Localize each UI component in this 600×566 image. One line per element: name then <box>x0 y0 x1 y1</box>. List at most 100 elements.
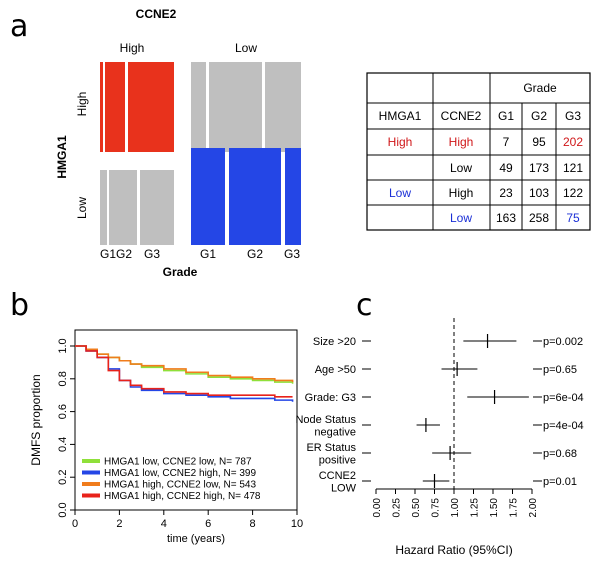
mosaic-tile-high-low-g3 <box>265 62 301 152</box>
mosaic-grade-tick-g2-a: G2 <box>116 247 132 261</box>
table-cell-g2: 173 <box>529 161 549 175</box>
forest-x-tick-label: 0.75 <box>431 498 442 518</box>
forest-x-tick-label: 0.00 <box>372 498 383 518</box>
forest-x-tick-label: 1.25 <box>470 498 481 518</box>
forest-x-tick-label: 1.00 <box>450 498 461 518</box>
mosaic-tile-low-high-g3 <box>140 170 174 245</box>
km-legend-entry: HMGA1 low, CCNE2 low, N= 787 <box>104 457 252 468</box>
table-cell-g3: 75 <box>566 211 580 225</box>
table-cell-g3: 202 <box>563 135 583 149</box>
forest-row-label: LOW <box>331 482 357 494</box>
forest-row: Size >20 p=0.002 <box>313 334 583 348</box>
forest-rows: Size >20 p=0.002 Age >50 p=0.65 Grade: G3 p=6… <box>295 334 584 495</box>
table-header-g1: G1 <box>498 109 514 123</box>
forest-row-label: Grade: G3 <box>305 392 356 404</box>
grade-table: Grade HMGA1 CCNE2 G1 G2 G3 High High 7 9… <box>366 72 591 231</box>
km-x-tick-label: 2 <box>116 518 122 530</box>
forest-p-value: p=0.65 <box>543 364 577 376</box>
mosaic-tile-low-low-g1 <box>191 148 225 245</box>
mosaic-plot: CCNE2 High Low HMGA1 High Low G1 G2 G3 G… <box>55 7 301 279</box>
table-cell-ccne2: Low <box>450 161 472 175</box>
km-axes: 0 2 4 6 8 10 0.0 0.2 0.4 0.6 0.8 1.0 <box>57 338 303 530</box>
mosaic-grade-tick-g3-b: G3 <box>284 247 300 261</box>
mosaic-tile-high-high-g3 <box>128 62 174 152</box>
forest-row: Grade: G3 p=6e-04 <box>305 390 584 404</box>
table-cell-ccne2: High <box>449 186 474 200</box>
forest-x-tick-label: 2.00 <box>528 498 539 518</box>
panel-label-b: b <box>10 288 29 323</box>
panel-label-a: a <box>10 9 28 44</box>
table-cell-ccne2: Low <box>450 211 472 225</box>
forest-row-label: positive <box>319 454 356 466</box>
mosaic-tile-low-low-g2 <box>229 148 281 245</box>
forest-p-value: p=0.002 <box>543 336 583 348</box>
forest-p-value: p=4e-04 <box>543 420 584 432</box>
km-y-tick-label: 0.6 <box>57 404 69 419</box>
mosaic-grade-tick-g1-a: G1 <box>100 247 116 261</box>
table-cell-g3: 122 <box>563 186 583 200</box>
table-cell-g1: 49 <box>499 161 513 175</box>
mosaic-tile-high-low-g2 <box>209 62 262 152</box>
forest-p-value: p=6e-04 <box>543 392 584 404</box>
forest-row-label: ER Status <box>306 442 356 454</box>
km-x-tick-label: 0 <box>72 518 78 530</box>
mosaic-col-title: CCNE2 <box>136 7 177 21</box>
mosaic-row-label-high: High <box>75 92 89 117</box>
table-border <box>366 72 591 231</box>
km-y-tick-label: 0.8 <box>57 371 69 386</box>
km-plot-frame <box>74 329 298 511</box>
table-cell-hmga1: High <box>388 135 413 149</box>
table-cell-g1: 7 <box>503 135 510 149</box>
mosaic-tile-low-high-g1 <box>100 170 107 245</box>
mosaic-tile-high-high-g2 <box>105 62 125 152</box>
table-cell-g1: 23 <box>499 186 513 200</box>
km-y-tick-label: 1.0 <box>57 338 69 353</box>
forest-row-label: Size >20 <box>313 336 356 348</box>
km-y-tick-label: 0.4 <box>57 437 69 452</box>
forest-row-label: CCNE2 <box>319 470 356 482</box>
km-x-tick-label: 10 <box>291 518 303 530</box>
km-y-tick-label: 0.0 <box>57 502 69 517</box>
km-ylabel: DMFS proportion <box>29 374 43 465</box>
table-cell-hmga1: Low <box>389 186 411 200</box>
forest-x-tick-label: 0.25 <box>392 498 403 518</box>
mosaic-tile-low-low-g3 <box>285 148 301 245</box>
km-series-line <box>75 345 293 398</box>
forest-row: Age >50 p=0.65 <box>315 362 577 376</box>
table-cell-g3: 121 <box>563 161 583 175</box>
forest-row-label: Age >50 <box>315 364 356 376</box>
km-x-tick-label: 4 <box>161 518 167 530</box>
mosaic-tile-high-low-g1 <box>191 62 206 152</box>
mosaic-row-title: HMGA1 <box>55 135 69 179</box>
forest-row-label: Node Status <box>295 414 356 426</box>
forest-p-value: p=0.68 <box>543 448 577 460</box>
panel-label-c: c <box>356 288 373 323</box>
mosaic-grade-tick-g2-b: G2 <box>247 247 263 261</box>
km-xlabel: time (years) <box>167 533 225 545</box>
table-cell-g1: 163 <box>496 211 516 225</box>
km-legend-entry: HMGA1 low, CCNE2 high, N= 399 <box>104 468 256 479</box>
forest-p-value: p=0.01 <box>543 476 577 488</box>
table-cell-g2: 258 <box>529 211 549 225</box>
km-y-tick-label: 0.2 <box>57 470 69 485</box>
km-legend-entry: HMGA1 high, CCNE2 high, N= 478 <box>104 491 261 502</box>
forest-plot: Hazard Ratio (95%CI) 0.00 0.25 0.50 0.75 1.0… <box>295 318 584 557</box>
forest-xlabel: Hazard Ratio (95%CI) <box>395 543 512 557</box>
forest-x-tick-label: 0.50 <box>411 498 422 518</box>
table-cell-g2: 103 <box>529 186 549 200</box>
forest-axes: 0.00 0.25 0.50 0.75 1.00 1.25 1.50 1.75 2.00 <box>372 318 539 517</box>
forest-row-label: negative <box>314 426 356 438</box>
mosaic-tile-low-high-g2 <box>109 170 137 245</box>
km-x-tick-label: 6 <box>205 518 211 530</box>
table-header-g3: G3 <box>565 109 581 123</box>
km-lines <box>75 345 294 402</box>
mosaic-col-label-low: Low <box>235 41 257 55</box>
mosaic-grade-tick-g1-b: G1 <box>200 247 216 261</box>
km-legend-entry: HMGA1 high, CCNE2 low, N= 543 <box>104 480 256 491</box>
mosaic-row-label-low: Low <box>75 197 89 219</box>
km-series-line <box>75 345 294 383</box>
km-x-tick-label: 8 <box>250 518 256 530</box>
